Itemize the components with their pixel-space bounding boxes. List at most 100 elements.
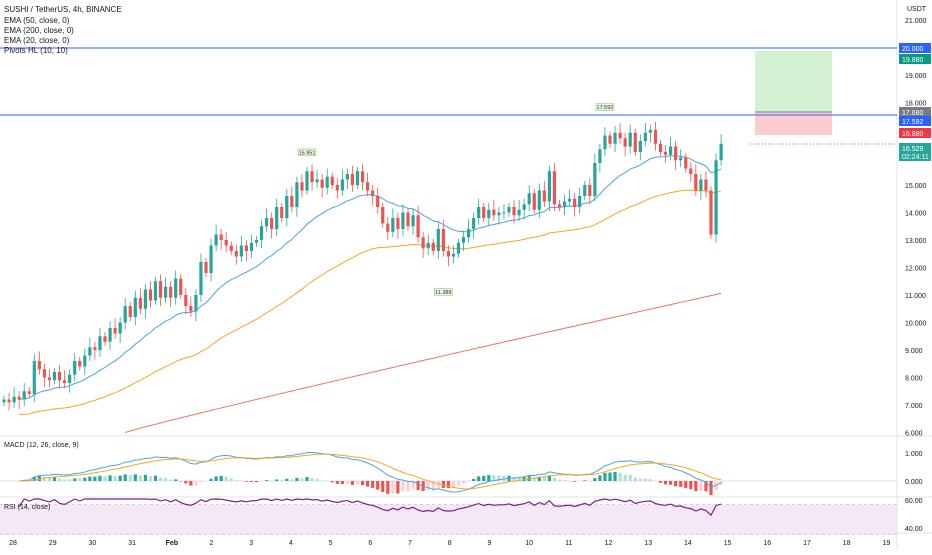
candle-body: [128, 306, 132, 317]
candle: [345, 168, 349, 190]
macd-histogram-bar: [643, 478, 647, 481]
macd-histogram-bar: [441, 481, 445, 489]
candle-body: [532, 193, 536, 210]
target-zone[interactable]: [755, 51, 832, 112]
macd-histogram-bar: [204, 481, 208, 482]
candle-body: [578, 196, 582, 207]
candle: [689, 161, 693, 183]
macd-histogram-bar: [275, 479, 279, 481]
pivot-labels: 15.951 17.592 11.388: [297, 103, 615, 296]
pivot-label: 15.951: [299, 150, 316, 156]
candle: [249, 234, 254, 258]
candle: [57, 365, 62, 389]
indicator-ema50[interactable]: EMA (50, close, 0): [4, 16, 70, 25]
candle: [320, 174, 324, 198]
candle: [391, 208, 395, 238]
macd-histogram-bar: [108, 475, 112, 481]
candle-body: [335, 185, 339, 191]
candle-body: [345, 174, 349, 180]
macd-histogram-bar: [194, 481, 198, 486]
candle-body: [547, 171, 551, 202]
macd-histogram-bar: [689, 481, 693, 490]
candle: [214, 224, 218, 251]
price-tick: 8.000: [905, 376, 923, 383]
candle-body: [562, 201, 567, 207]
candle: [259, 219, 264, 249]
horizontal-lines[interactable]: [0, 47, 897, 145]
macd-histogram-bar: [280, 480, 284, 481]
rsi-label[interactable]: RSI (14, close): [4, 504, 50, 511]
candle: [27, 387, 31, 399]
candle-body: [679, 157, 683, 161]
currency-label[interactable]: USDT: [907, 6, 927, 13]
price-tick: 11.000: [905, 293, 926, 300]
macd-histogram-bar: [517, 477, 521, 481]
candle: [194, 289, 198, 322]
candle-body: [689, 168, 693, 174]
pivot-box: [595, 103, 615, 111]
price-badge-label: 17.680: [902, 110, 924, 117]
indicator-pivots[interactable]: Pivots HL (10, 10): [4, 46, 68, 55]
candle: [310, 164, 314, 191]
candle: [179, 274, 183, 300]
candle-body: [426, 242, 430, 249]
macd-histogram-bar: [522, 477, 526, 481]
candle-body: [391, 218, 395, 232]
stop-zone[interactable]: [755, 112, 832, 135]
price-badge-label: 17.592: [902, 119, 924, 126]
candle: [68, 369, 72, 393]
macd-histogram-bar: [325, 480, 329, 482]
candle: [12, 387, 16, 408]
candle: [305, 167, 309, 195]
candle: [638, 134, 642, 161]
candle-body: [608, 135, 612, 144]
candle-body: [325, 176, 329, 188]
candle: [118, 317, 122, 344]
candle: [517, 200, 521, 221]
macd-histogram-bar: [143, 474, 147, 481]
macd-histogram-bar: [234, 480, 238, 481]
candle: [63, 370, 67, 389]
candle-body: [113, 328, 117, 334]
candle: [2, 395, 6, 407]
ema200-line: [125, 292, 722, 433]
candle-body: [371, 190, 375, 196]
candle-body: [300, 182, 304, 191]
macd-histogram-bar: [57, 478, 62, 481]
time-tick: 30: [89, 540, 97, 547]
time-tick: Feb: [166, 540, 178, 547]
candle: [386, 216, 390, 240]
candle-body: [658, 143, 663, 152]
candle: [93, 341, 97, 360]
candle-body: [280, 207, 284, 218]
position-tool[interactable]: [755, 51, 832, 135]
price-tick: 18.000: [905, 101, 927, 108]
candle: [174, 270, 178, 305]
macd-histogram-bar: [557, 479, 562, 481]
candle-body: [330, 176, 334, 185]
candle: [406, 208, 410, 231]
candle: [446, 245, 450, 267]
candle: [568, 189, 572, 207]
macd-histogram-bar: [593, 478, 597, 481]
macd-histogram-bar: [350, 481, 355, 485]
candle-body: [234, 251, 238, 257]
candle: [694, 164, 698, 196]
macd-histogram-bar: [138, 475, 142, 481]
macd-histogram-bar: [426, 481, 430, 491]
macd-histogram-bar: [497, 475, 501, 481]
candle-body: [189, 306, 193, 312]
macd-histogram-bar: [52, 477, 57, 481]
candle-body: [648, 130, 652, 133]
candle-body: [643, 132, 647, 141]
macd-histogram-bar: [224, 476, 228, 481]
candle-body: [568, 198, 572, 202]
macd-label[interactable]: MACD (12, 26, close, 9): [4, 442, 79, 449]
macd-histogram-bar: [219, 475, 223, 481]
indicator-ema200[interactable]: EMA (200, close, 0): [4, 26, 74, 35]
candle-body: [244, 245, 248, 251]
candle-body: [47, 377, 52, 381]
indicator-ema20[interactable]: EMA (20, close, 0): [4, 36, 70, 45]
